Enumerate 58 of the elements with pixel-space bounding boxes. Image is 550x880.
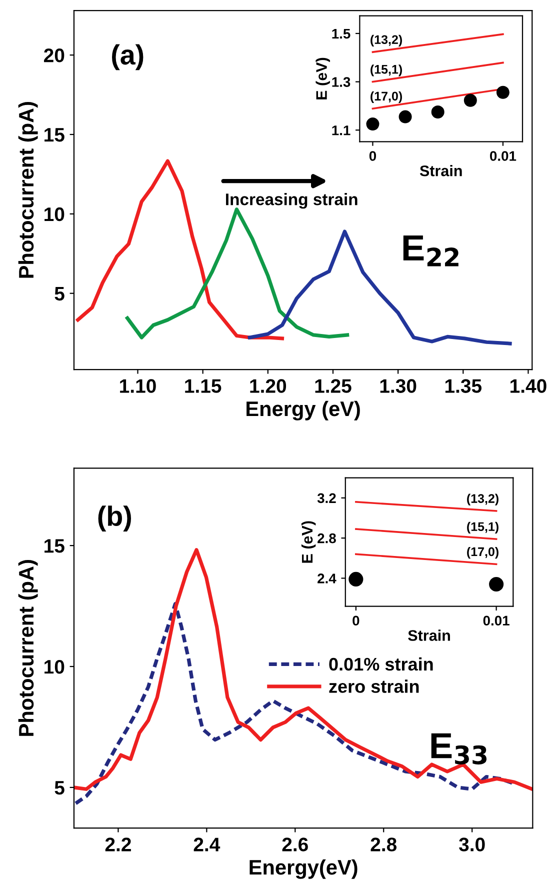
y-tick-label: 3.2 — [317, 493, 336, 504]
line-series — [74, 548, 533, 791]
x-tick-label: 1.25 — [315, 379, 352, 393]
y-tick-label: 1.3 — [332, 77, 350, 87]
point — [431, 105, 444, 118]
x-tick-label: 2.8 — [370, 838, 397, 852]
y-tick-label: 15 — [44, 539, 64, 553]
legend-label: zero strain — [329, 680, 419, 693]
x-axis-title: Strain — [420, 165, 462, 176]
x-tick-label: 1.10 — [120, 379, 156, 393]
y-axis-title: E (eV) — [301, 521, 316, 563]
annotation: E$_{22}$ — [403, 236, 458, 266]
y-tick-label: 10 — [44, 207, 64, 222]
line-series — [126, 208, 350, 340]
annotation: (a) — [112, 44, 144, 70]
x-axis-title: Strain — [408, 630, 450, 641]
x-tick-label: 2.6 — [282, 838, 308, 852]
annotation: E$_{33}$ — [431, 733, 487, 764]
y-tick-label: 2.8 — [318, 533, 336, 544]
x-tick-label: 1.40 — [510, 379, 546, 393]
x-tick-label: 1.20 — [250, 379, 286, 393]
x-axis-title: Energy(eV) — [250, 859, 358, 879]
y-tick-label: 1.5 — [332, 28, 350, 39]
x-axis-title: Energy (eV) — [246, 400, 360, 420]
x-tick-label: 0 — [352, 616, 360, 626]
annotation: (b) — [98, 506, 131, 532]
y-tick-label: 20 — [44, 48, 64, 62]
x-tick-label: 1.30 — [380, 379, 416, 393]
legend-label: 0.01% strain — [329, 657, 433, 671]
y-tick-label: 15 — [44, 128, 64, 142]
series-label: (17,0) — [370, 91, 402, 104]
line-series — [248, 230, 512, 346]
x-tick-label: 2.2 — [105, 838, 131, 852]
x-tick-label: 3.0 — [459, 838, 485, 852]
y-axis-title: Photocurrent (pA) — [18, 560, 38, 736]
y-tick-label: 2.4 — [318, 574, 336, 584]
x-tick-label: 0.01 — [490, 151, 516, 161]
annotation: Increasing strain — [226, 193, 358, 209]
x-tick-label: 0.01 — [483, 616, 510, 626]
series-label: (13,2) — [370, 34, 402, 47]
y-tick-label: 1.1 — [332, 126, 350, 136]
series-label: (13,2) — [467, 494, 498, 506]
x-tick-label: 0 — [369, 151, 376, 161]
series-label: (15,1) — [467, 522, 498, 534]
y-tick-label: 5 — [54, 781, 64, 795]
series-label: (17,0) — [467, 546, 498, 559]
x-tick-label: 1.35 — [445, 379, 482, 393]
point — [464, 94, 477, 107]
y-axis-title: E (eV) — [316, 58, 330, 100]
x-tick-label: 2.4 — [194, 838, 220, 852]
point — [398, 110, 412, 124]
x-tick-label: 1.15 — [185, 379, 222, 393]
y-tick-label: 10 — [44, 660, 64, 674]
y-tick-label: 5 — [54, 287, 64, 301]
point — [366, 118, 380, 131]
point — [496, 86, 510, 99]
y-axis-title: Photocurrent (pA) — [18, 102, 38, 278]
series-label: (15,1) — [370, 64, 402, 76]
